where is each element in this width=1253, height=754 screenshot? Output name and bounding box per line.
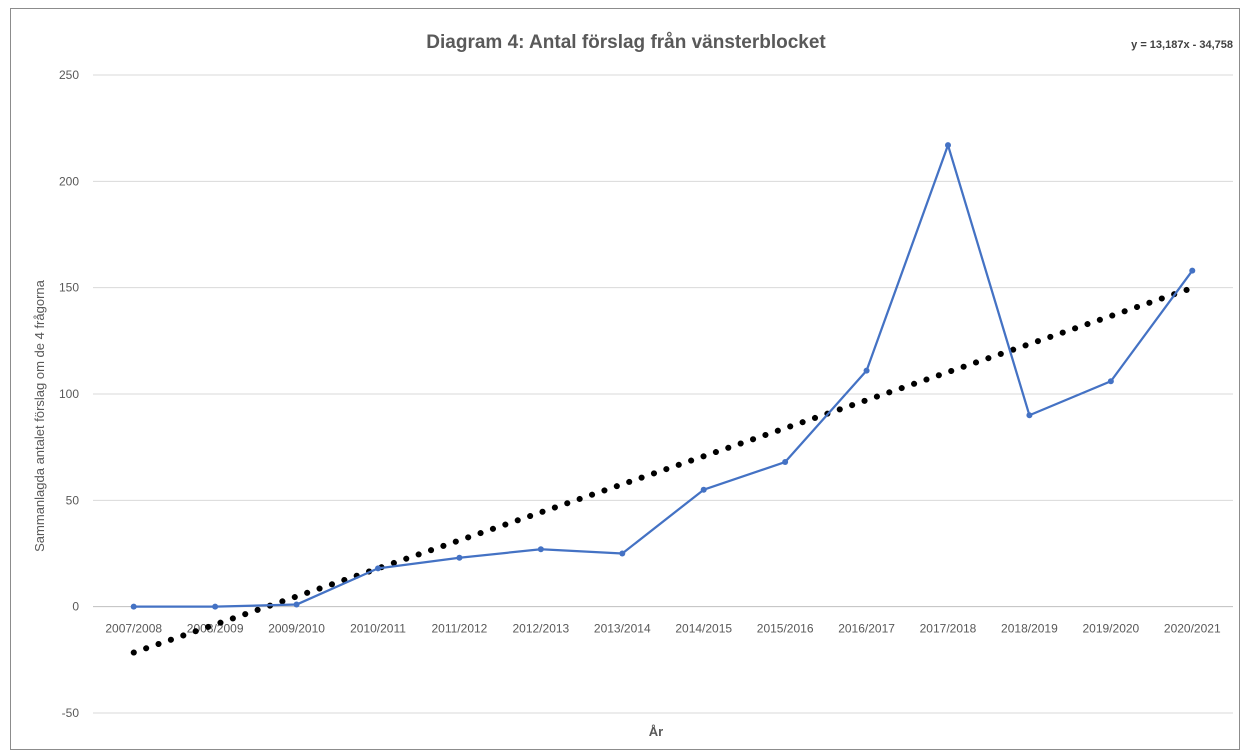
- x-tick-label: 2020/2021: [1164, 622, 1221, 636]
- x-tick-label: 2015/2016: [757, 622, 814, 636]
- y-tick-label: 0: [72, 600, 79, 614]
- chart-frame: Diagram 4: Antal förslag från vänsterblo…: [10, 8, 1240, 750]
- y-tick-label: 50: [66, 493, 80, 507]
- x-tick-label: 2011/2012: [432, 622, 488, 636]
- data-point: [1026, 412, 1033, 419]
- trendline-equation: y = 13,187x - 34,758: [1131, 39, 1233, 51]
- data-point: [375, 565, 381, 572]
- y-axis-label: Sammanlagda antalet förslag om de 4 fråg…: [32, 279, 47, 551]
- data-point: [782, 459, 789, 466]
- x-tick-label: 2010/2011: [350, 622, 406, 636]
- x-tick-label: 2007/2008: [105, 622, 162, 636]
- data-point: [700, 486, 707, 493]
- data-point: [212, 603, 219, 610]
- data-point: [945, 142, 951, 149]
- data-point: [456, 554, 463, 561]
- data-series: [130, 142, 1196, 610]
- y-tick-label: -50: [62, 706, 80, 720]
- x-axis-ticks: 2007/2008 2008/2009 2009/2010 2010/2011 2011…: [105, 622, 1221, 636]
- x-tick-label: 2019/2020: [1082, 622, 1139, 636]
- x-tick-label: 2008/2009: [187, 622, 244, 636]
- chart-title: Diagram 4: Antal förslag från vänsterblo…: [426, 32, 826, 53]
- trendline-path: [130, 284, 1196, 656]
- data-point: [1189, 267, 1196, 274]
- data-point: [1107, 378, 1114, 385]
- data-point: [130, 603, 137, 610]
- gridlines: [93, 74, 1233, 714]
- x-axis-label: År: [649, 724, 663, 739]
- y-tick-label: 200: [59, 174, 79, 188]
- x-tick-label: 2016/2017: [838, 622, 895, 636]
- data-point: [863, 367, 870, 374]
- y-tick-label: 100: [59, 387, 79, 401]
- x-tick-label: 2017/2018: [920, 622, 977, 636]
- trendline: [130, 284, 1196, 656]
- series-line: [133, 144, 1194, 608]
- y-axis-ticks: -50 0 50 100 150 200 250: [59, 68, 79, 720]
- y-tick-label: 150: [59, 281, 79, 295]
- chart-plot: Diagram 4: Antal förslag från vänsterblo…: [32, 32, 1233, 739]
- data-point: [537, 546, 544, 553]
- x-tick-label: 2018/2019: [1001, 622, 1058, 636]
- y-tick-label: 250: [59, 68, 79, 82]
- data-point: [619, 550, 626, 557]
- x-tick-label: 2013/2014: [594, 622, 651, 636]
- data-point: [293, 601, 300, 608]
- x-tick-label: 2012/2013: [512, 622, 569, 636]
- x-tick-label: 2014/2015: [675, 622, 732, 636]
- x-tick-label: 2009/2010: [268, 622, 325, 636]
